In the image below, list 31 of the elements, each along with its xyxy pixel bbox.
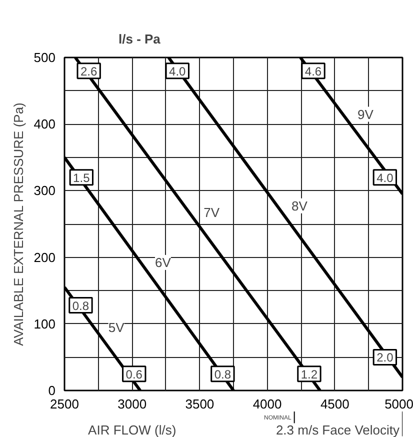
annotation: 2.0 [376,350,394,365]
y-tick-label: 200 [34,250,56,265]
y-tick-label: 0 [48,383,56,398]
y-tick-label: 100 [34,316,56,332]
annotation: 4.0 [169,64,186,78]
x-axis-title: AIR FLOW (l/s) [88,422,176,437]
x-tick-label: 3500 [185,396,214,412]
y-tick-label: 300 [34,183,56,198]
series-label: 8V [292,198,308,214]
text: 2.3 m/s Face Velocity [276,422,400,437]
x-tick-label: 4500 [320,396,350,412]
annotation: 0.8 [214,367,232,382]
x-tick-label: 5000 [384,396,413,412]
series-label: 9V [357,106,374,122]
annotation: 1.5 [73,170,90,185]
x-tick-label: 4000 [252,396,282,412]
y-tick-label: 500 [34,50,56,65]
chart-title: l/s - Pa [118,32,162,46]
annotation: 2.6 [80,64,98,78]
series-label: 5V [108,320,125,335]
annotation: 0.6 [126,367,143,382]
x-tick-label: 3000 [118,396,147,412]
annotation: 1.2 [300,367,318,382]
y-axis-title: AVAILABLE EXTERNAL PRESSURE (Pa) [10,102,26,346]
y-tick-label: 400 [34,116,56,132]
series-label: 7V [204,205,220,220]
annotation: 4.0 [376,170,394,185]
x-tick-label: 2500 [50,396,79,412]
annotation: 0.8 [72,298,90,313]
series-label: 6V [155,254,172,270]
annotation: 4.6 [304,64,322,78]
